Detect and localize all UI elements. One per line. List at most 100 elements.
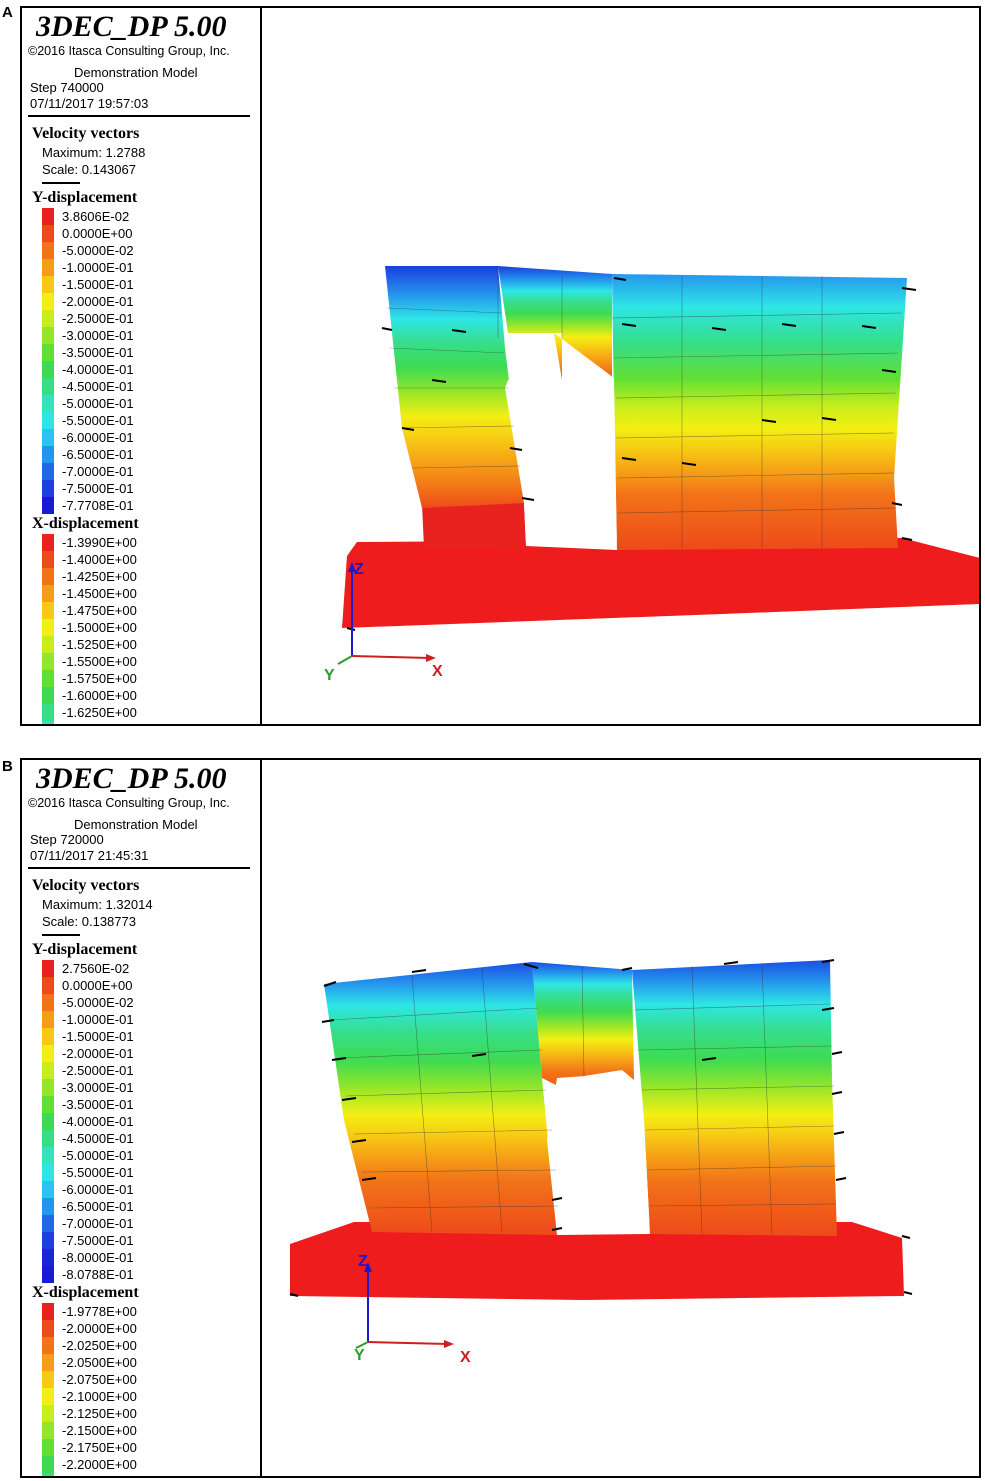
color-swatch xyxy=(42,378,54,395)
legend-entry: -1.3990E+00 xyxy=(42,534,252,551)
legend-entry: -2.0000E-01 xyxy=(42,1045,252,1062)
color-swatch xyxy=(42,653,54,670)
legend-entry: -2.0000E-01 xyxy=(42,293,252,310)
legend-value: -3.0000E-01 xyxy=(62,328,134,343)
legend-value: -2.0000E+00 xyxy=(62,1321,137,1336)
legend-entry: -1.6000E+00 xyxy=(42,687,252,704)
color-swatch xyxy=(42,1388,54,1405)
legend-value: -4.5000E-01 xyxy=(62,1131,134,1146)
color-swatch xyxy=(42,1079,54,1096)
lintel xyxy=(498,266,612,380)
axis-triad: Z X Y xyxy=(324,561,443,684)
legend-entry: -5.0000E-02 xyxy=(42,994,252,1011)
legend-value: -1.0000E-01 xyxy=(62,260,134,275)
legend-value: -1.4250E+00 xyxy=(62,569,137,584)
color-swatch xyxy=(42,1113,54,1130)
velocity-scale: Scale: 0.143067 xyxy=(42,162,136,177)
legend-value: -2.2000E+00 xyxy=(62,1457,137,1472)
legend-entry: -8.0788E-01 xyxy=(42,1266,252,1283)
legend-value: -2.1250E+00 xyxy=(62,1406,137,1421)
wall-model-a: Z X Y xyxy=(324,266,979,684)
legend-b: 3DEC_DP 5.00 ©2016 Itasca Consulting Gro… xyxy=(22,760,262,1476)
axis-x-label: X xyxy=(460,1349,471,1366)
color-swatch xyxy=(42,412,54,429)
legend-value: -6.5000E-01 xyxy=(62,1199,134,1214)
axis-triad: Z X Y xyxy=(354,1253,471,1366)
color-swatch xyxy=(42,480,54,497)
color-swatch xyxy=(42,1215,54,1232)
axis-y-label: Y xyxy=(354,1347,365,1364)
color-swatch xyxy=(42,1130,54,1147)
legend-entry: -1.9778E+00 xyxy=(42,1303,252,1320)
velocity-vectors xyxy=(289,959,913,1297)
legend-value: -2.0500E+00 xyxy=(62,1355,137,1370)
legend-entry: -2.0000E+00 xyxy=(42,1320,252,1337)
color-swatch xyxy=(42,1249,54,1266)
model-view-b: Z X Y xyxy=(262,760,979,1476)
color-swatch xyxy=(42,1422,54,1439)
legend-value: -1.4000E+00 xyxy=(62,552,137,567)
legend-entry: -3.5000E-01 xyxy=(42,344,252,361)
legend-value: -2.0000E-01 xyxy=(62,294,134,309)
color-swatch xyxy=(42,225,54,242)
color-swatch xyxy=(42,670,54,687)
color-swatch xyxy=(42,994,54,1011)
legend-value: -3.0000E-01 xyxy=(62,1080,134,1095)
color-swatch xyxy=(42,568,54,585)
legend-value: -7.5000E-01 xyxy=(62,481,134,496)
legend-value: -1.6500E+00 xyxy=(62,722,137,724)
legend-entry: -1.4500E+00 xyxy=(42,585,252,602)
legend-value: -7.7708E-01 xyxy=(62,498,134,513)
color-swatch xyxy=(42,1303,54,1320)
color-swatch xyxy=(42,497,54,514)
color-swatch xyxy=(42,687,54,704)
legend-value: -2.1750E+00 xyxy=(62,1440,137,1455)
y-displacement-legend: 2.7560E-02 0.0000E+00 -5.0000E-02 -1.0000E-… xyxy=(22,960,262,1286)
legend-value: 3.8606E-02 xyxy=(62,209,130,224)
legend-value: -6.0000E-01 xyxy=(62,430,134,445)
color-swatch xyxy=(42,1062,54,1079)
left-pier xyxy=(385,266,524,508)
legend-value: -1.4750E+00 xyxy=(62,603,137,618)
legend-value: -1.6250E+00 xyxy=(62,705,137,720)
legend-entry: 0.0000E+00 xyxy=(42,225,252,242)
x-displacement-header: X-displacement xyxy=(32,515,139,532)
legend-entry: -2.1250E+00 xyxy=(42,1405,252,1422)
color-swatch xyxy=(42,602,54,619)
legend-entry: -6.0000E-01 xyxy=(42,429,252,446)
panel-letter-a: A xyxy=(2,4,13,21)
color-swatch xyxy=(42,1147,54,1164)
legend-entry: -6.0000E-01 xyxy=(42,1181,252,1198)
legend-value: -5.5000E-01 xyxy=(62,413,134,428)
vector-sample-icon xyxy=(42,934,80,936)
velocity-scale: Scale: 0.138773 xyxy=(42,914,136,929)
copyright-text: ©2016 Itasca Consulting Group, Inc. xyxy=(28,796,230,810)
legend-value: -1.9778E+00 xyxy=(62,1304,137,1319)
legend-value: -1.5000E-01 xyxy=(62,277,134,292)
legend-entry: -7.7708E-01 xyxy=(42,497,252,514)
legend-entry: -1.5000E-01 xyxy=(42,1028,252,1045)
axis-z-label: Z xyxy=(354,561,364,578)
datetime-text: 07/11/2017 21:45:31 xyxy=(30,848,149,863)
legend-entry: -2.0250E+00 xyxy=(42,1337,252,1354)
base-slab xyxy=(290,1222,904,1300)
velocity-header: Velocity vectors xyxy=(32,125,140,142)
color-swatch xyxy=(42,310,54,327)
right-pier xyxy=(612,274,907,550)
model-name: Demonstration Model xyxy=(74,65,198,80)
legend-value: -5.5000E-01 xyxy=(62,1165,134,1180)
legend-value: -1.5500E+00 xyxy=(62,654,137,669)
legend-value: -5.0000E-01 xyxy=(62,1148,134,1163)
color-swatch xyxy=(42,1354,54,1371)
color-swatch xyxy=(42,1011,54,1028)
velocity-maximum: Maximum: 1.2788 xyxy=(42,145,146,160)
legend-entry: -8.0000E-01 xyxy=(42,1249,252,1266)
legend-value: -1.5000E+00 xyxy=(62,620,137,635)
legend-entry: -4.0000E-01 xyxy=(42,1113,252,1130)
legend-value: -1.0000E-01 xyxy=(62,1012,134,1027)
legend-entry: -3.0000E-01 xyxy=(42,1079,252,1096)
color-swatch xyxy=(42,344,54,361)
legend-value: -5.0000E-02 xyxy=(62,243,134,258)
legend-entry: -2.1750E+00 xyxy=(42,1439,252,1456)
legend-entry: -1.6500E+00 xyxy=(42,721,252,724)
